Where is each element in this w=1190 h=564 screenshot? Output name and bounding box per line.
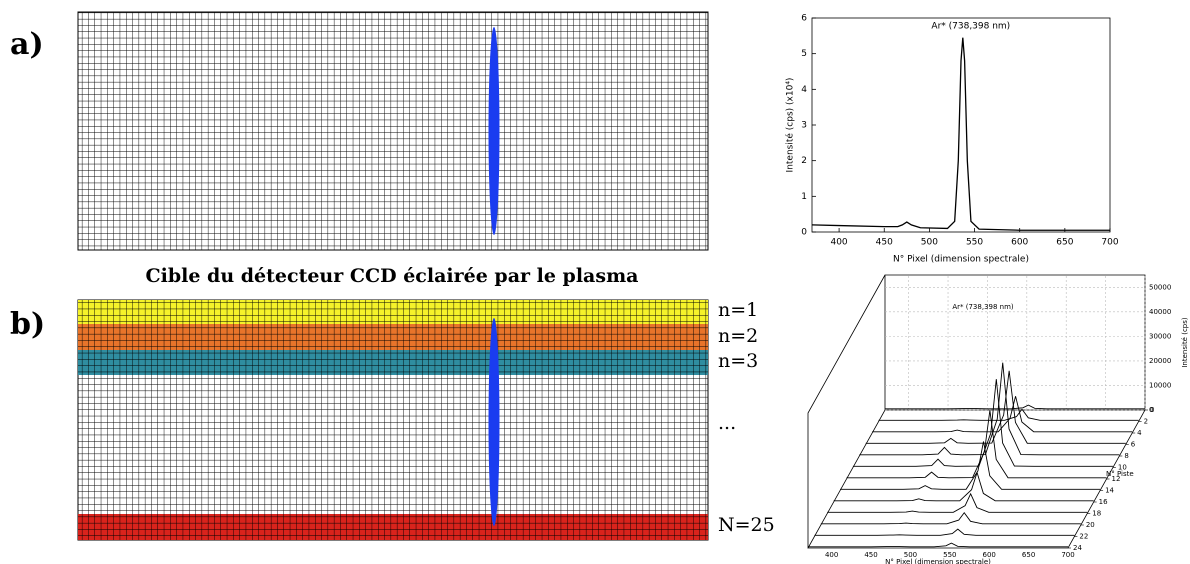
x-tick-label: 500 [921, 238, 938, 248]
x-tick-label: 550 [966, 238, 983, 248]
x-tick-label: 650 [1056, 238, 1073, 248]
plasma-image [488, 27, 500, 235]
track-spectrum [814, 528, 1075, 536]
track-spectrum [840, 441, 1101, 490]
annotation: Ar* (738,398 nm) [952, 303, 1014, 311]
x-tick-label: 650 [1022, 551, 1035, 559]
y-tick-label: 6 [1131, 441, 1136, 449]
z-tick-label: 0 [1149, 406, 1153, 414]
y-tick-label: 2 [1144, 418, 1148, 426]
x-tick-label: 700 [1061, 551, 1074, 559]
x-tick-label: 600 [1011, 238, 1028, 248]
plot-frame [811, 17, 1111, 233]
y-axis-label: Intensité (cps) (x10⁴) [785, 78, 796, 173]
row-labels: n=1 n=2 n=3... N=25 [718, 299, 775, 536]
y-tick-label: 4 [801, 85, 807, 95]
track-spectrum [852, 379, 1113, 467]
track-spectrum [808, 542, 1068, 548]
track-spectrum [865, 370, 1126, 444]
track-spectrum [872, 396, 1133, 433]
x-tick-label: 400 [830, 238, 847, 248]
x-tick-label: 400 [825, 551, 838, 559]
y-tick-label: 4 [1137, 429, 1142, 437]
row-label: n=1 [718, 299, 758, 321]
x-tick-label: 500 [904, 551, 917, 559]
y-axis-label: N° Piste [1106, 470, 1134, 478]
ccd-grid [78, 300, 708, 540]
track-spectrum [878, 408, 1139, 421]
y-tick-label: 24 [1073, 544, 1082, 552]
track-spectrum [846, 410, 1107, 479]
z-tick-label: 40000 [1149, 308, 1171, 316]
y-tick-label: 6 [801, 14, 807, 24]
caption: Cible du détecteur CCD éclairée par le p… [146, 265, 639, 287]
x-tick-label: 450 [864, 551, 877, 559]
annotation: Ar* (738,398 nm) [931, 22, 1010, 32]
y-tick-label: 5 [801, 49, 807, 59]
y-tick-label: 1 [801, 192, 807, 202]
label-b: b) [10, 307, 45, 342]
spectrum-chart: 400 450 500 550 600 650 700 0 1 2 3 4 5 6 N° Pixel (di… [785, 14, 1119, 265]
x-tick-label: 450 [876, 238, 893, 248]
y-tick-label: 16 [1099, 498, 1108, 506]
x-tick-label: 550 [943, 551, 956, 559]
x-tick-label: 700 [1101, 238, 1118, 248]
label-a: a) [10, 27, 44, 62]
track-spectrum [885, 404, 1145, 410]
ccd-b [77, 299, 709, 541]
x-axis-label: N° Pixel (dimension spectrale) [885, 558, 991, 564]
z-tick-label: 10000 [1149, 381, 1171, 389]
z-tick-label: 50000 [1149, 283, 1171, 291]
z-axis-label: Intensité (cps) [1181, 317, 1189, 368]
y-tick-label: 10 [1118, 464, 1127, 472]
x-axis-label: N° Pixel (dimension spectrale) [893, 255, 1029, 265]
track-spectrum [833, 471, 1094, 502]
y-tick-label: 8 [1124, 452, 1128, 460]
y-tick-label: 20 [1086, 521, 1095, 529]
plasma-image [488, 318, 500, 526]
spectrum-line [811, 37, 1110, 231]
x-tick-label: 600 [983, 551, 996, 559]
z-tick-label: 30000 [1149, 332, 1171, 340]
y-tick-label: 0 [1150, 406, 1154, 414]
row-label: ... [718, 412, 736, 434]
waterfall-chart: 0 10000 20000 30000 40000 50000 400 450 500 550 60… [807, 274, 1189, 564]
y-tick-label: 18 [1092, 510, 1101, 518]
y-tick-label: 14 [1105, 487, 1114, 495]
track-spectrum [859, 362, 1120, 456]
y-tick-label: 2 [801, 156, 807, 166]
y-tick-label: 0 [801, 228, 807, 238]
ccd-grid [78, 12, 708, 250]
row-label: n=3 [718, 350, 758, 372]
row-label: N=25 [718, 514, 775, 536]
row-label: n=2 [718, 325, 758, 347]
ccd-a [77, 11, 709, 251]
track-spectrum [827, 492, 1088, 513]
z-tick-label: 20000 [1149, 357, 1171, 365]
track-spectrum [820, 511, 1081, 525]
y-tick-label: 12 [1112, 475, 1121, 483]
y-tick-label: 3 [801, 121, 807, 131]
y-tick-label: 22 [1079, 533, 1088, 541]
